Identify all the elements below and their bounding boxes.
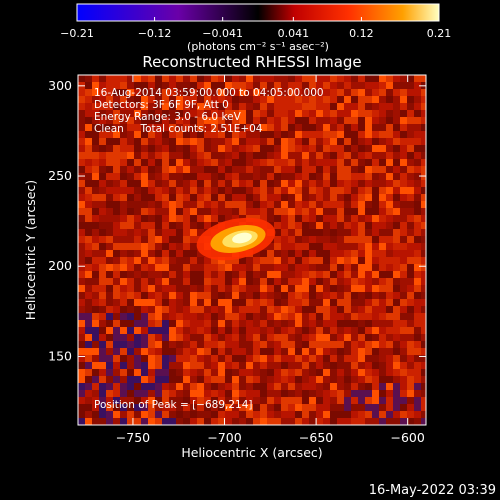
- colorbar-tick-label: 0.041: [278, 27, 310, 40]
- axis-ticks: −750 −700 −650 −600 150 200 250 300: [48, 75, 426, 445]
- x-tick-label: −750: [116, 430, 150, 445]
- x-tick-label: −650: [299, 430, 333, 445]
- colorbar-tick-label: 0.21: [427, 27, 452, 40]
- y-tick-label: 150: [48, 348, 72, 363]
- y-tick-label: 300: [48, 78, 72, 93]
- annotation-detectors: Detectors: 3F 6F 9F, Att 0: [94, 99, 229, 111]
- chart-title: Reconstructed RHESSI Image: [142, 53, 361, 71]
- colorbar-unit-label: (photons cm⁻² s⁻¹ asec⁻²): [187, 40, 329, 53]
- colorbar-tick-label: −0.041: [202, 27, 243, 40]
- x-axis-label: Heliocentric X (arcsec): [181, 445, 322, 460]
- colorbar-tick-label: −0.21: [60, 27, 94, 40]
- annotation-block: 16-Aug-2014 03:59:00.000 to 04:05:00.000…: [94, 87, 324, 135]
- y-tick-label: 200: [48, 258, 72, 273]
- annotation-energy-range: Energy Range: 3.0 - 6.0 keV: [94, 111, 242, 123]
- x-tick-label: −600: [391, 430, 425, 445]
- plot-frame: [77, 74, 427, 426]
- annotation-time-range: 16-Aug-2014 03:59:00.000 to 04:05:00.000: [94, 87, 324, 99]
- peak-position-label: Position of Peak = [−689,214]: [94, 399, 253, 411]
- y-tick-label: 250: [48, 168, 72, 183]
- x-tick-label: −700: [207, 430, 241, 445]
- render-timestamp: 16-May-2022 03:39: [369, 483, 496, 498]
- annotation-counts: Clean Total counts: 2.51E+04: [94, 123, 263, 135]
- y-axis-label: Heliocentric Y (arcsec): [23, 180, 38, 320]
- flare-source: [196, 217, 276, 261]
- colorbar-tick-label: −0.12: [138, 27, 172, 40]
- heatmap: [78, 75, 426, 425]
- colorbar-tick-label: 0.12: [349, 27, 374, 40]
- colorbar-gradient: [76, 3, 440, 22]
- colorbar: −0.21 −0.12 −0.041 0.041 0.12 0.21 (photons c…: [60, 3, 451, 53]
- colorbar-ticks: −0.21 −0.12 −0.041 0.041 0.12 0.21: [60, 17, 451, 40]
